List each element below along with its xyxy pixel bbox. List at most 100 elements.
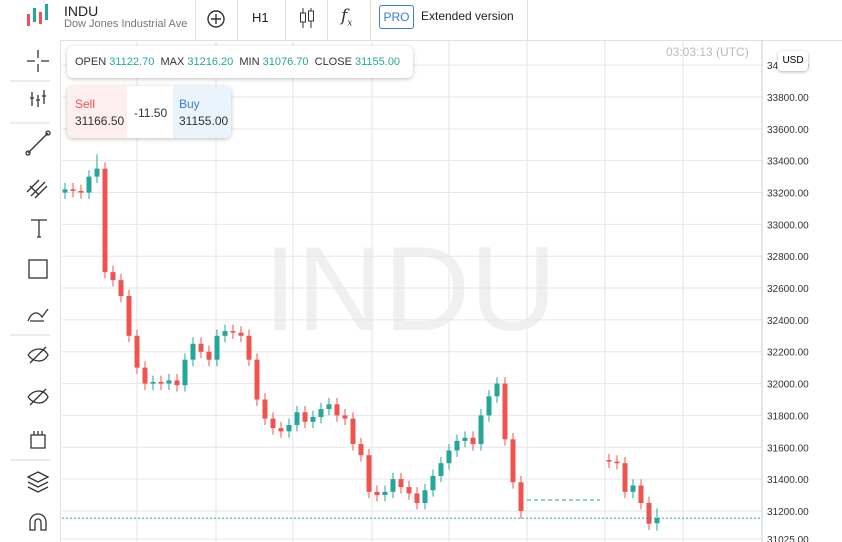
candle-body [510,439,516,483]
v-grid [136,40,684,542]
y-tick-label: 32000.00 [767,380,809,391]
candle-body [486,396,492,416]
extended-version[interactable]: Extended version [421,9,514,23]
candle-body [358,444,364,456]
layers-tool[interactable] [26,471,50,493]
candle-body [390,479,396,492]
y-tick-label: 33200.00 [767,189,809,200]
quote-panel: Sell 31166.50 -11.50 Buy 31155.00 [67,86,231,138]
y-tick-label: 31025.00 [767,535,809,542]
candle-body [70,189,76,191]
candle-body [326,404,332,410]
buy-price: 31155.00 [179,114,229,128]
close-label: CLOSE [314,56,352,68]
pro-badge[interactable]: PRO [379,5,414,29]
candle-body [110,272,116,281]
candle-body [630,485,636,492]
sell-button[interactable]: Sell 31166.50 [67,86,127,138]
y-tick-label: 33400.00 [767,157,809,168]
candle-body [502,383,508,440]
buy-button[interactable]: Buy 31155.00 [173,86,231,138]
y-tick-label: 32600.00 [767,284,809,295]
min-label: MIN [239,56,260,68]
candle-body [438,463,444,476]
symbol: INDU [64,3,99,19]
hide-tool[interactable] [27,346,49,364]
fib-tool[interactable] [26,179,48,199]
candle-body [278,428,284,432]
candle-body [262,399,268,419]
y-tick-label: 33000.00 [767,220,809,231]
indicators-tool[interactable] [30,90,46,107]
y-tick-label: 31400.00 [767,475,809,486]
toolbar [0,40,61,542]
candle-body [654,518,660,524]
candle-body [62,189,68,193]
magnet-tool[interactable] [29,513,47,531]
candle-body [334,404,340,416]
candle-body [606,460,612,462]
currency[interactable]: USD [778,51,808,71]
candle-body [310,417,316,422]
candle-body [222,331,228,336]
ohlc-panel: OPEN 31122.70 MAX 31216.20 MIN 31076.70 … [67,46,413,78]
candle-body [494,383,500,397]
max-label: MAX [160,56,185,68]
top-bar: INDU Dow Jones Industrial Ave H1 fx PRO … [0,0,842,41]
max-value: 31216.20 [187,56,234,68]
candle-body [294,412,300,425]
y-tick-label: 31600.00 [767,443,809,454]
open-label: OPEN [75,56,107,68]
candle-body [78,190,84,193]
candle-body [350,418,356,445]
candle-body [246,335,252,360]
candle-body [230,331,236,333]
toolbar-icons [10,50,51,531]
candle-body [398,479,404,488]
hide-all-tool[interactable] [27,388,49,406]
crosshair-tool[interactable] [27,50,49,72]
symbol-name: Dow Jones Industrial Ave [64,18,188,30]
timeframe[interactable]: H1 [252,10,269,25]
candle-body [430,475,436,491]
watermark: INDU [263,222,556,356]
candle-body [142,367,148,384]
candle-body [342,415,348,419]
add-button[interactable] [205,8,227,30]
close-value: 31155.00 [354,56,401,68]
sell-price: 31166.50 [75,114,125,128]
candle-body [646,502,652,524]
candle-body [318,409,324,418]
candle-body [286,424,292,432]
y-tick-label: 32800.00 [767,252,809,263]
candle-body [638,485,644,503]
candle-body [238,332,244,336]
chart-type-button[interactable] [297,6,317,30]
buy-label: Buy [179,97,200,111]
candle-body [174,380,180,386]
candle-body [102,168,108,273]
candle-body [414,493,420,503]
indicator-button[interactable]: fx [341,6,353,29]
text-tool[interactable] [31,219,47,238]
candle-body [518,482,524,511]
candle-body [374,491,380,496]
candle-body [302,412,308,422]
delete-tool[interactable] [30,431,46,449]
candle-body [254,359,260,400]
brush-tool[interactable] [27,308,49,322]
candle-body [454,440,460,451]
clock: 03:03:13 (UTC) [666,45,749,59]
open-value: 31122.70 [109,56,155,68]
y-tick-label: 31200.00 [767,507,809,518]
candle-body [118,280,124,297]
candle-body [126,296,132,336]
y-tick-label: 32200.00 [767,348,809,359]
line-tool[interactable] [27,132,49,154]
shape-tool[interactable] [28,259,48,279]
candle-body [206,351,212,360]
candle-body [622,463,628,492]
y-tick-label: 32400.00 [767,316,809,327]
candle-body [366,455,372,492]
